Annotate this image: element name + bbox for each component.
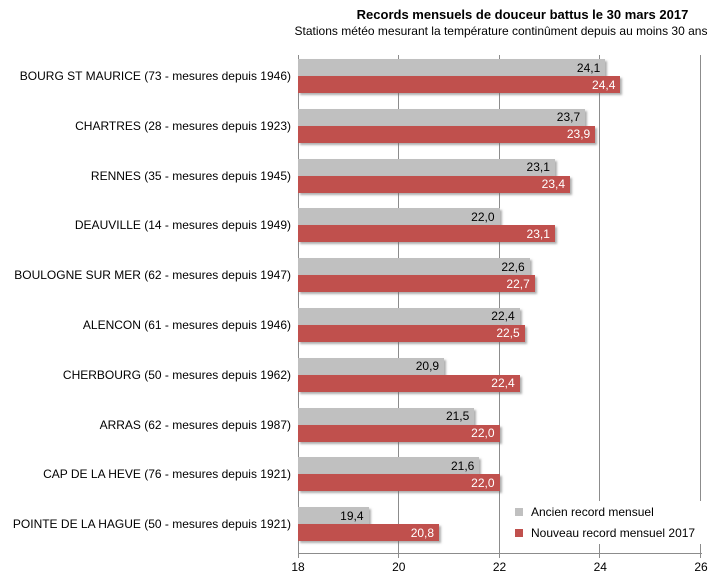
bar-ancien-record: 24,1 — [298, 59, 606, 76]
x-axis-line — [298, 553, 702, 554]
gridline — [397, 55, 399, 553]
chart-rows: BOURG ST MAURICE (73 - mesures depuis 19… — [0, 55, 715, 553]
bar-nouveau-record: 22,0 — [298, 474, 500, 492]
bar-group: 22,4 22,5 — [298, 304, 701, 354]
bar-nouveau-record: 24,4 — [298, 76, 621, 93]
x-axis-tick-mark — [700, 553, 701, 558]
x-axis-tick-mark — [397, 553, 399, 558]
bar-nouveau-record: 23,1 — [298, 225, 555, 243]
chart-title: Records mensuels de douceur battus le 30… — [356, 7, 689, 22]
gridline — [298, 55, 299, 553]
bar-ancien-record: 22,0 — [298, 208, 500, 226]
x-axis-ticks: 18 20 22 24 26 — [291, 553, 708, 579]
x-axis-tick-label: 22 — [492, 560, 507, 574]
chart-row: RENNES (35 - mesures depuis 1945) 23,1 23,… — [0, 155, 715, 205]
bar-value-label: 20,8 — [410, 525, 435, 540]
bar-value-label: 22,0 — [471, 475, 495, 490]
bar-group: 23,1 23,4 — [298, 155, 701, 205]
legend-label-ancien-record: Ancien record mensuel — [531, 505, 654, 519]
bar-nouveau-record: 22,0 — [298, 424, 500, 442]
gridline — [700, 55, 701, 553]
category-label: BOURG ST MAURICE (73 - mesures depuis 19… — [19, 69, 291, 83]
bar-value-label: 23,9 — [566, 127, 591, 142]
bar-nouveau-record: 22,7 — [298, 275, 535, 293]
bar-ancien-record: 22,4 — [298, 307, 520, 325]
x-axis-tick-label: 18 — [291, 560, 305, 574]
chart-row: POINTE DE LA HAGUE (50 - mesures depuis … — [0, 503, 715, 553]
x-axis-tick-mark — [298, 553, 299, 558]
bar-value-label: 23,1 — [526, 226, 550, 241]
chart-row: ALENCON (61 - mesures depuis 1946) 22,4 22… — [0, 304, 715, 354]
legend-item-ancien-record: Ancien record mensuel — [515, 505, 715, 519]
x-axis-tick-label: 20 — [392, 560, 406, 574]
category-label: BOULOGNE SUR MER (62 - mesures depuis 19… — [14, 268, 291, 283]
bar-group: 19,4 20,8 — [298, 503, 701, 553]
category-label: CAP DE LA HEVE (76 - mesures depuis 1921… — [43, 467, 291, 482]
bar-value-label: 22,5 — [496, 326, 520, 341]
legend-item-nouveau-record: Nouveau record mensuel 2017 — [515, 526, 715, 540]
gridline — [599, 55, 601, 553]
bar-value-label: 24,1 — [576, 60, 601, 75]
bar-nouveau-record: 20,8 — [298, 524, 440, 542]
chart-row: ARRAS (62 - mesures depuis 1987) 21,5 22,0 — [0, 404, 715, 454]
bar-value-label: 20,9 — [415, 359, 440, 374]
chart-row: CAP DE LA HEVE (76 - mesures depuis 1921… — [0, 453, 715, 503]
gridlines — [298, 55, 701, 553]
legend-swatch-nouveau-record-icon — [515, 529, 523, 537]
bar-ancien-record: 22,6 — [298, 258, 530, 276]
bar-ancien-record: 23,7 — [298, 108, 586, 126]
x-axis-tick-mark — [599, 553, 601, 558]
bar-value-label: 22,4 — [491, 309, 515, 324]
bar-ancien-record: 19,4 — [298, 507, 369, 525]
bar-value-label: 21,6 — [450, 458, 475, 473]
chart-row: CHARTRES (28 - mesures depuis 1923) 23,7 2… — [0, 105, 715, 155]
category-label: ALENCON (61 - mesures depuis 1946) — [82, 317, 291, 332]
chart-row: CHERBOURG (50 - mesures depuis 1962) 20,9… — [0, 354, 715, 404]
bar-value-label: 19,4 — [340, 508, 364, 523]
gridline — [498, 55, 500, 553]
bar-nouveau-record: 22,4 — [298, 374, 520, 392]
bar-nouveau-record: 23,9 — [298, 125, 596, 143]
bar-value-label: 22,4 — [491, 376, 515, 391]
bar-group: 21,6 22,0 — [298, 453, 701, 503]
category-label: CHERBOURG (50 - mesures depuis 1962) — [62, 367, 291, 382]
bar-group: 23,7 23,9 — [298, 105, 701, 155]
x-axis-tick-label: 26 — [694, 560, 708, 574]
bar-ancien-record: 20,9 — [298, 357, 445, 375]
chart-row: BOULOGNE SUR MER (62 - mesures depuis 19… — [0, 254, 715, 304]
legend-label-nouveau-record: Nouveau record mensuel 2017 — [531, 526, 696, 540]
bar-group: 20,9 22,4 — [298, 354, 701, 404]
legend: Ancien record mensuel Nouveau record men… — [507, 501, 715, 544]
chart-row: DEAUVILLE (14 - mesures depuis 1949) 22,0… — [0, 204, 715, 254]
bar-value-label: 23,7 — [556, 110, 581, 125]
category-label: POINTE DE LA HAGUE (50 - mesures depuis … — [12, 517, 291, 532]
bar-value-label: 22,0 — [471, 426, 495, 441]
bar-value-label: 22,6 — [501, 259, 525, 274]
bar-group: 21,5 22,0 — [298, 404, 701, 454]
legend-swatch-ancien-record-icon — [515, 508, 523, 516]
x-axis-tick-mark — [498, 553, 500, 558]
category-label: RENNES (35 - mesures depuis 1945) — [90, 168, 291, 183]
category-label: DEAUVILLE (14 - mesures depuis 1949) — [74, 218, 291, 233]
bar-group: 22,6 22,7 — [298, 254, 701, 304]
chart-row: BOURG ST MAURICE (73 - mesures depuis 19… — [0, 55, 715, 105]
category-label: ARRAS (62 - mesures depuis 1987) — [99, 417, 291, 432]
bar-ancien-record: 21,6 — [298, 457, 480, 475]
bar-ancien-record: 23,1 — [298, 158, 555, 176]
bar-ancien-record: 21,5 — [298, 407, 475, 425]
bar-group: 22,0 23,1 — [298, 204, 701, 254]
bar-value-label: 23,4 — [541, 177, 566, 192]
bar-value-label: 22,0 — [471, 209, 495, 224]
chart-subtitle: Stations météo mesurant la température c… — [294, 24, 708, 38]
bar-value-label: 24,4 — [592, 77, 616, 92]
category-label: CHARTRES (28 - mesures depuis 1923) — [75, 118, 291, 133]
bar-group: 24,1 24,4 — [298, 55, 701, 105]
bar-nouveau-record: 23,4 — [298, 175, 571, 193]
bar-value-label: 21,5 — [445, 409, 470, 424]
bar-value-label: 22,7 — [506, 276, 530, 291]
bar-nouveau-record: 22,5 — [298, 324, 525, 342]
x-axis-tick-label: 24 — [593, 560, 607, 574]
bar-value-label: 23,1 — [526, 160, 550, 175]
